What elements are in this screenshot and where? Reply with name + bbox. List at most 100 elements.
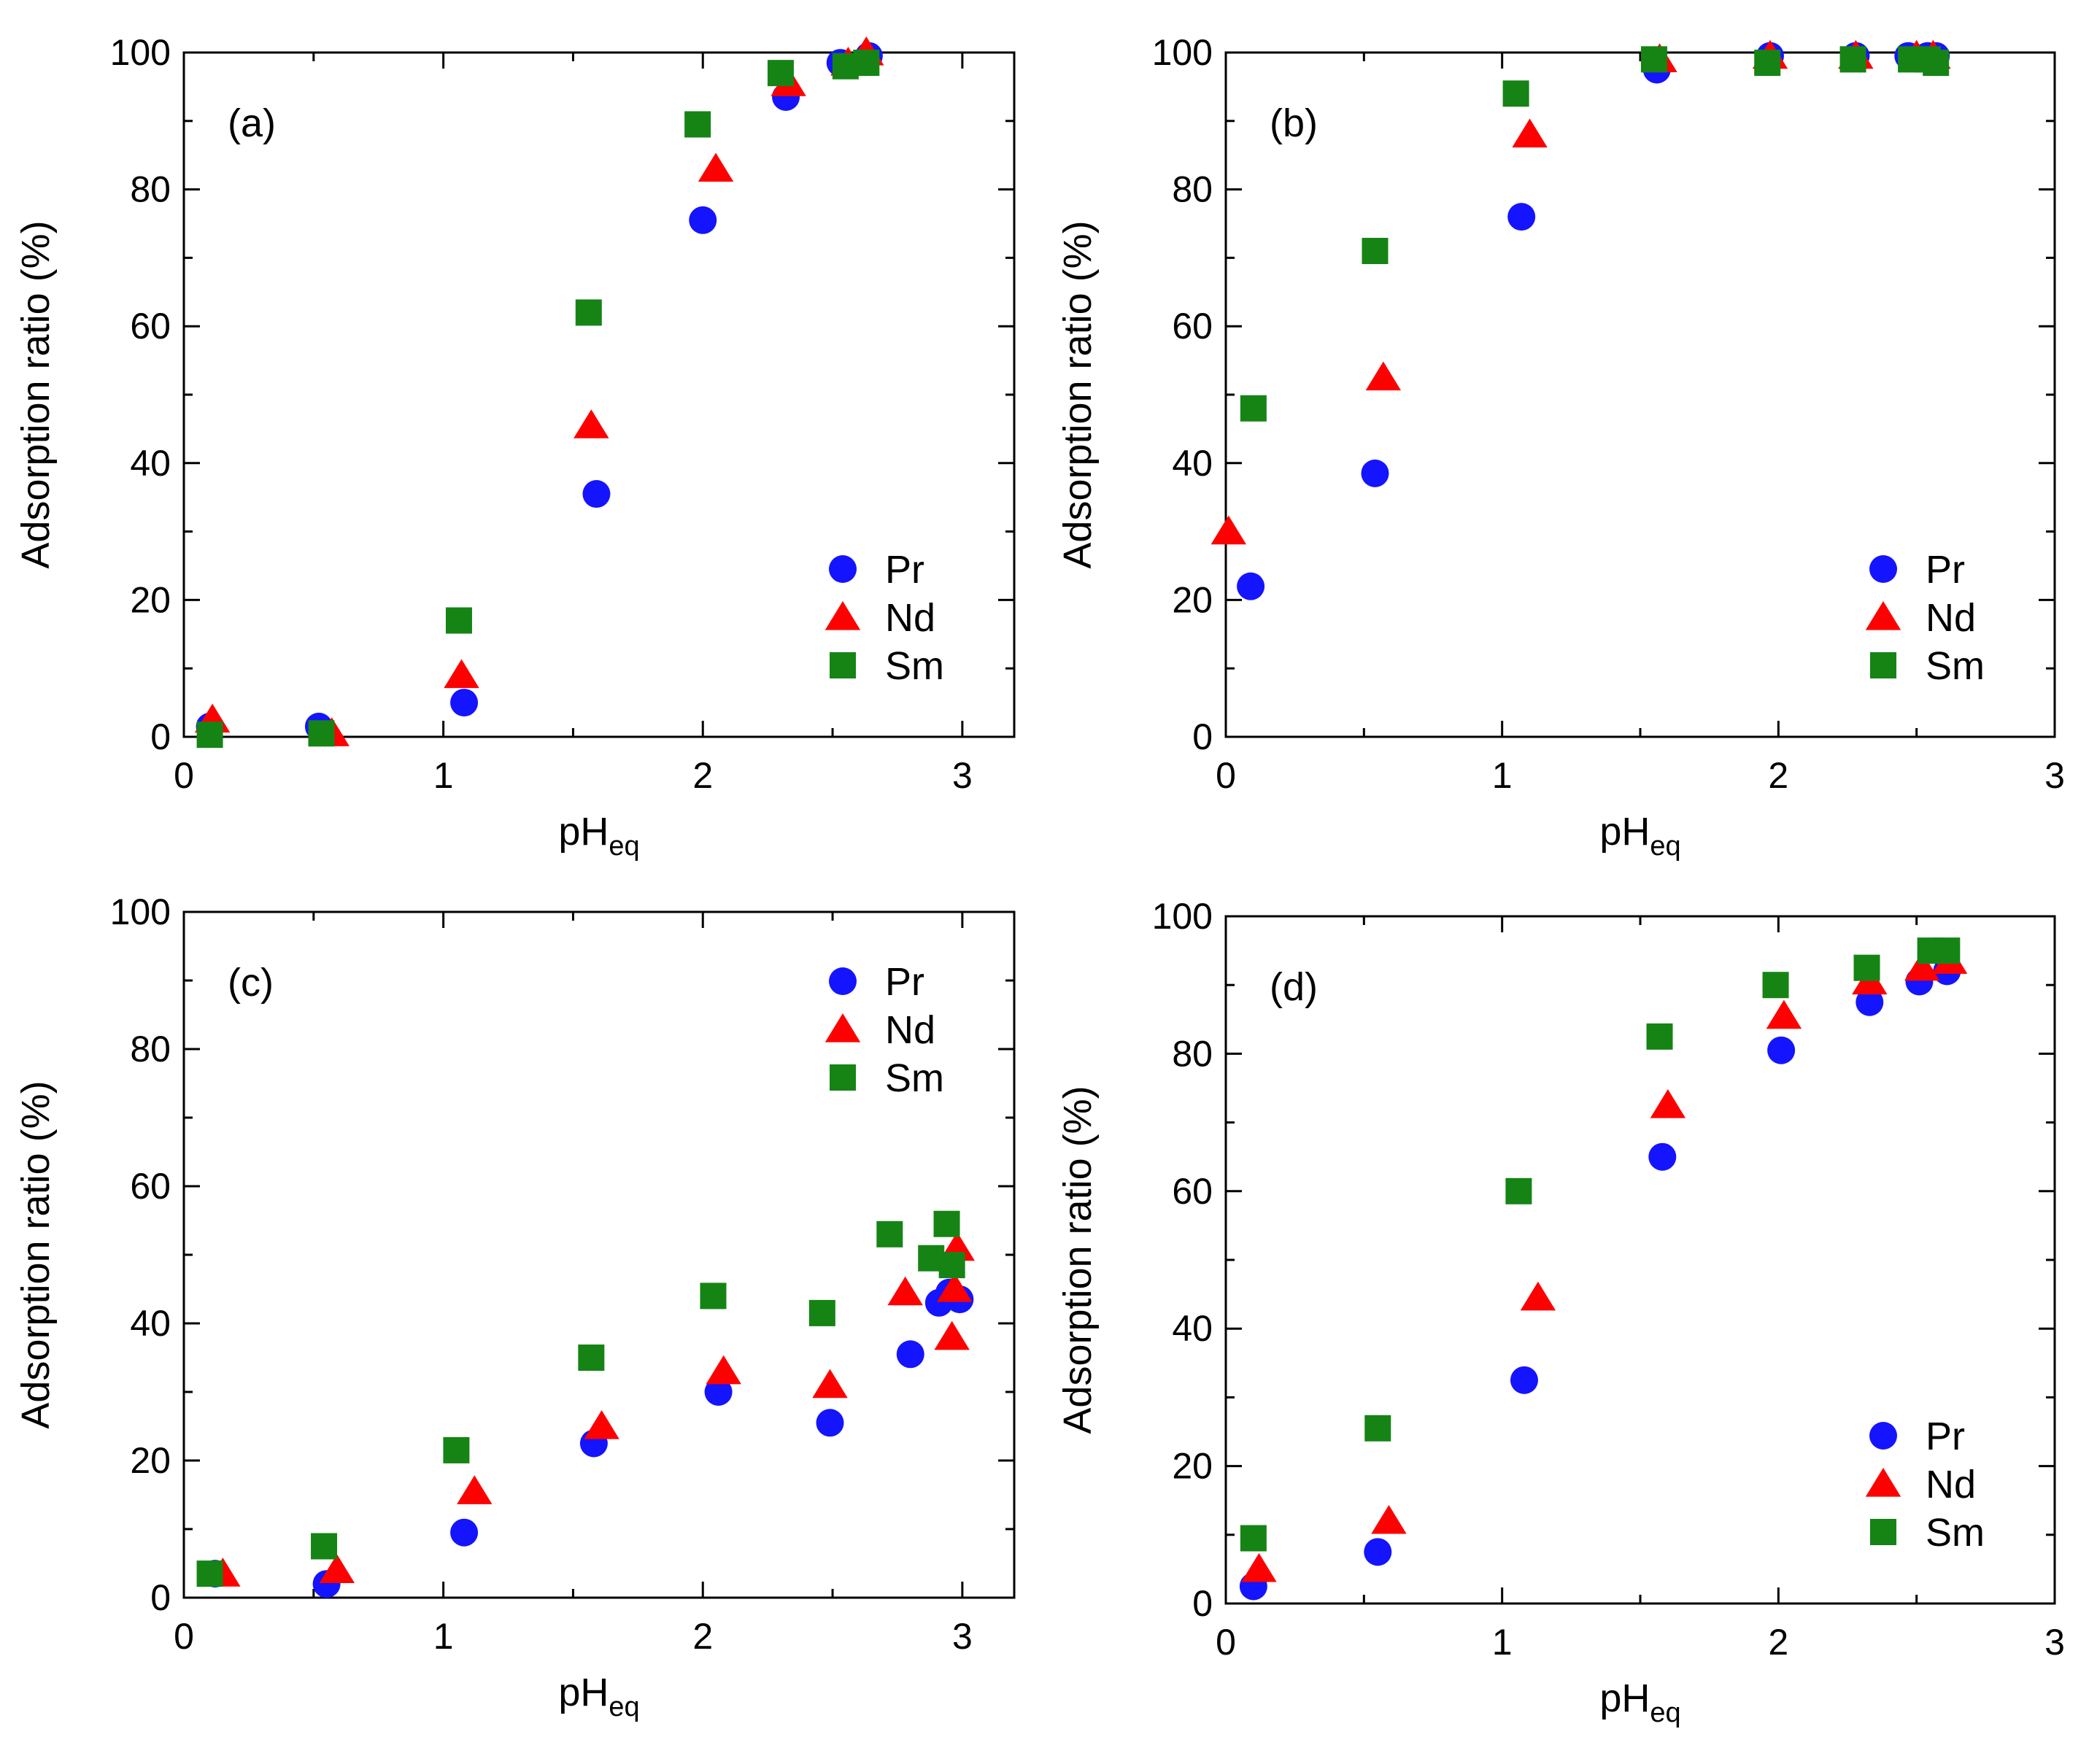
x-tick-label: 1 [433, 755, 454, 796]
x-axis-label-main: pH [558, 810, 609, 854]
data-point-sm [1754, 50, 1781, 77]
data-point-nd [457, 1475, 493, 1504]
y-tick-label: 0 [150, 716, 171, 757]
data-point-nd [1371, 1504, 1407, 1534]
y-tick-label: 40 [1172, 1308, 1213, 1349]
data-point-nd [1650, 1089, 1686, 1118]
x-axis-label: pHeq [558, 810, 639, 862]
legend-marker-nd [825, 1013, 861, 1042]
data-point-pr [1237, 572, 1265, 600]
data-point-sm [1640, 46, 1667, 73]
y-tick-label: 20 [1172, 1446, 1213, 1487]
data-point-pr [896, 1340, 924, 1369]
y-axis-label: Adsorption ratio (%) [1056, 1086, 1100, 1434]
y-tick-label: 40 [130, 1303, 171, 1344]
data-point-sm [196, 1560, 223, 1587]
x-tick-label: 3 [2044, 755, 2065, 796]
data-point-nd [574, 409, 609, 438]
data-point-pr [450, 689, 479, 717]
series-pr [1239, 957, 1961, 1601]
data-point-sm [933, 1210, 960, 1237]
x-tick-label: 2 [692, 755, 713, 796]
data-point-nd [444, 659, 479, 689]
legend-label-nd: Nd [885, 1008, 935, 1052]
legend-label-nd: Nd [1926, 596, 1976, 640]
data-point-sm [767, 60, 794, 87]
data-point-nd [698, 152, 734, 182]
x-axis-label-subscript: eq [1650, 831, 1680, 862]
legend-marker-pr [829, 967, 857, 995]
data-point-sm [1853, 954, 1880, 981]
data-point-sm [1923, 50, 1950, 77]
x-axis-label-main: pH [1599, 810, 1650, 854]
data-point-sm [443, 1436, 470, 1463]
y-tick-label: 60 [130, 1166, 171, 1207]
panel-label: (c) [228, 961, 274, 1005]
data-point-nd [1520, 1281, 1556, 1311]
y-tick-label: 60 [1172, 1171, 1213, 1212]
series-pr [196, 42, 883, 740]
data-point-nd [1766, 999, 1802, 1029]
data-point-sm [938, 1252, 965, 1279]
data-point-pr [450, 1518, 479, 1547]
y-tick-label: 100 [110, 32, 171, 73]
data-point-pr [816, 1409, 844, 1437]
series-sm [196, 50, 880, 748]
legend-label-nd: Nd [1926, 1463, 1976, 1506]
legend-marker-sm [1870, 1519, 1896, 1545]
data-point-pr [1361, 459, 1389, 487]
legend-marker-pr [829, 555, 857, 583]
x-tick-label: 3 [952, 1616, 973, 1657]
panel-a: 0 1 2 3 0 20 40 60 80 100 pHeq Adsorption ratio (%)… [14, 32, 1016, 862]
x-tick-label: 0 [1216, 1622, 1236, 1663]
data-point-nd [706, 1355, 741, 1385]
data-point-sm [1646, 1023, 1673, 1050]
series-sm [1240, 937, 1961, 1552]
x-tick-label: 2 [1768, 755, 1788, 796]
data-point-nd [584, 1410, 619, 1439]
y-tick-label: 80 [1172, 169, 1213, 210]
panel-label: (d) [1270, 965, 1318, 1009]
y-tick-label: 20 [1172, 579, 1213, 620]
x-axis-label-subscript: eq [609, 1692, 639, 1722]
legend-label-nd: Nd [885, 596, 935, 640]
legend-label-pr: Pr [1926, 1415, 1965, 1458]
legend-marker-sm [1870, 652, 1896, 678]
data-point-sm [575, 299, 602, 326]
data-point-sm [578, 1345, 605, 1371]
y-tick-label: 40 [1172, 443, 1213, 484]
legend-label-sm: Sm [885, 1056, 944, 1100]
data-point-sm [876, 1221, 903, 1247]
data-point-nd [812, 1369, 848, 1399]
y-tick-label: 60 [130, 306, 171, 347]
data-point-sm [1240, 395, 1267, 422]
data-point-pr [1648, 1142, 1677, 1171]
y-tick-label: 100 [1152, 896, 1213, 937]
y-tick-label: 40 [130, 443, 171, 484]
data-point-sm [853, 50, 880, 77]
series-nd [1241, 945, 1968, 1582]
series-nd [194, 36, 884, 746]
legend-marker-sm [830, 652, 856, 678]
x-axis-label: pHeq [558, 1671, 639, 1722]
x-axis-label: pHeq [1599, 1676, 1680, 1728]
x-tick-label: 0 [174, 1616, 194, 1657]
panel-label: (a) [228, 101, 276, 145]
x-tick-label: 1 [1492, 1622, 1513, 1663]
legend-label-sm: Sm [885, 644, 944, 688]
legend-marker-sm [830, 1064, 856, 1091]
data-point-pr [1364, 1538, 1392, 1566]
legend-marker-nd [1865, 1468, 1901, 1497]
y-axis-label: Adsorption ratio (%) [14, 220, 58, 568]
legend-label-sm: Sm [1926, 644, 1985, 688]
y-tick-label: 20 [130, 1440, 171, 1481]
data-point-pr [689, 206, 717, 234]
data-point-sm [445, 607, 472, 634]
y-tick-label: 80 [130, 1029, 171, 1069]
legend-label-pr: Pr [885, 548, 924, 592]
data-point-nd [934, 1320, 970, 1350]
data-point-sm [308, 720, 335, 747]
